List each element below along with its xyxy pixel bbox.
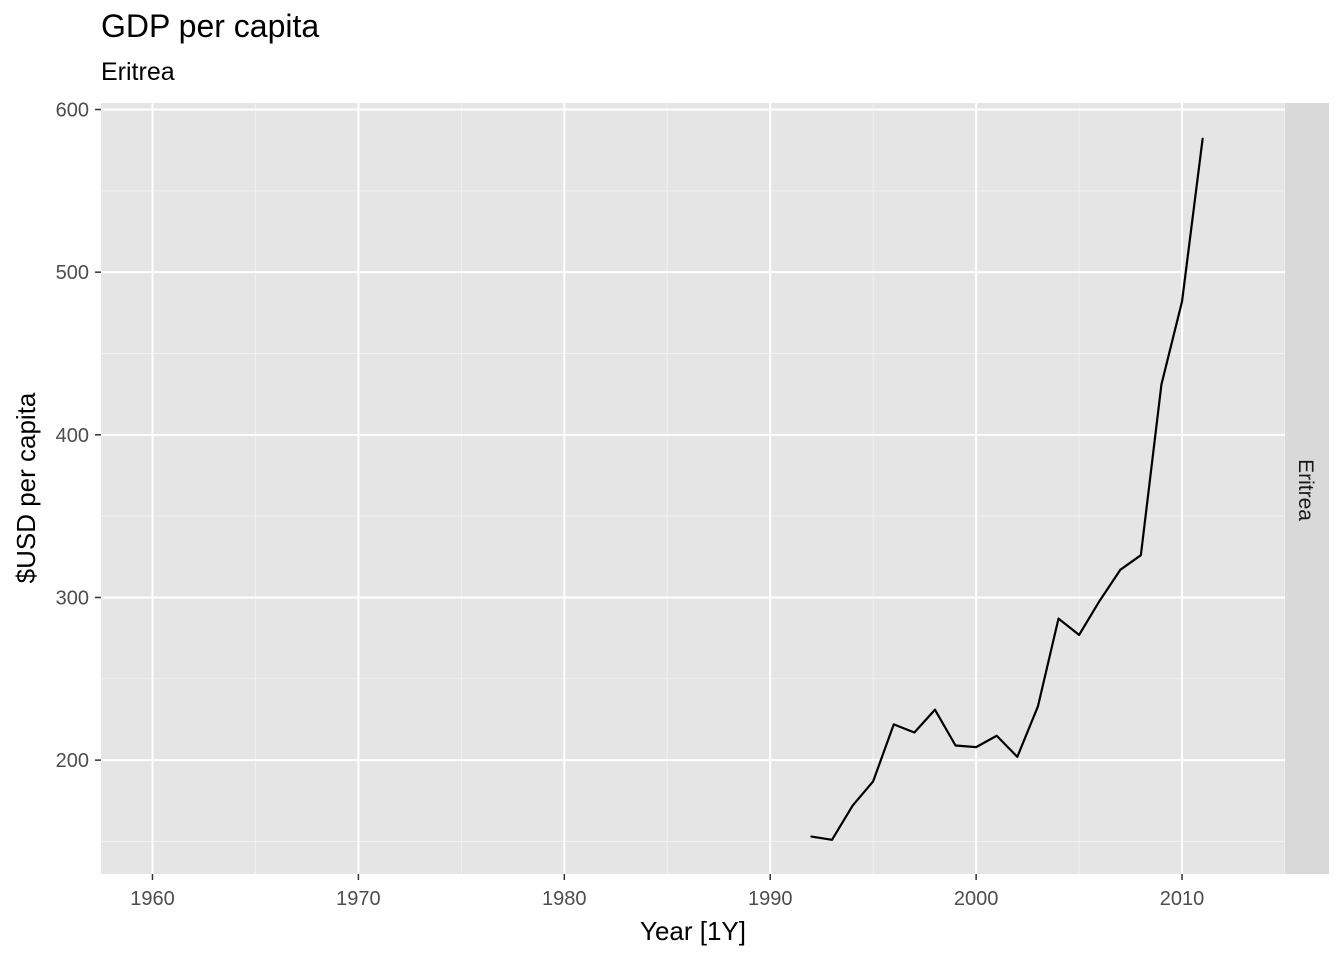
chart-title: GDP per capita: [101, 8, 320, 44]
series-line: [810, 137, 1204, 841]
y-tick-label: 500: [56, 262, 89, 284]
x-tick-label: 1960: [130, 888, 175, 910]
x-tick-label: 1990: [748, 888, 793, 910]
y-axis: 200 300 400 500 600: [56, 100, 101, 772]
x-tick-label: 1970: [336, 888, 381, 910]
x-tick-label: 2000: [954, 888, 999, 910]
x-axis-title: Year [1Y]: [640, 916, 746, 946]
y-axis-title: $USD per capita: [11, 392, 41, 583]
y-tick-label: 400: [56, 425, 89, 447]
y-tick-label: 200: [56, 750, 89, 772]
y-tick-label: 600: [56, 100, 89, 122]
y-tick-label: 300: [56, 587, 89, 609]
facet-strip-label: Eritrea: [1294, 459, 1317, 521]
plot-panel: [101, 103, 1285, 874]
x-tick-label: 2010: [1160, 888, 1205, 910]
series-layer: [810, 137, 1204, 841]
facet-strip: [1285, 103, 1329, 874]
x-axis: 1960 1970 1980 1990 2000 2010: [130, 874, 1204, 910]
major-gridlines: [101, 103, 1285, 874]
chart-subtitle: Eritrea: [101, 58, 175, 86]
x-tick-label: 1980: [542, 888, 587, 910]
